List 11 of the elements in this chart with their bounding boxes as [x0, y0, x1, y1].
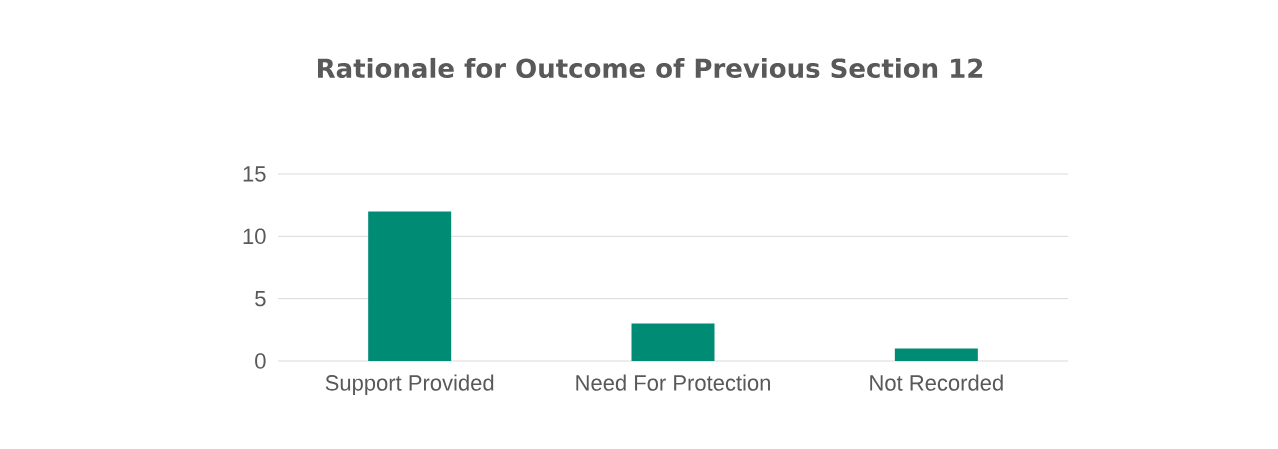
x-tick-label: Need For Protection: [576, 374, 770, 391]
x-tick-label: Not Recorded: [870, 374, 1003, 391]
x-tick-label: Support Provided: [325, 374, 494, 396]
bar: [894, 348, 978, 361]
y-tick-label: 10: [243, 228, 266, 245]
y-tick-label: 15: [243, 166, 266, 182]
chart-title: Rationale for Outcome of Previous Section 12: [318, 57, 983, 79]
bar: [631, 323, 715, 361]
bar: [368, 211, 452, 361]
y-tick-label: 5: [255, 290, 266, 307]
y-tick-label: 0: [255, 353, 266, 369]
